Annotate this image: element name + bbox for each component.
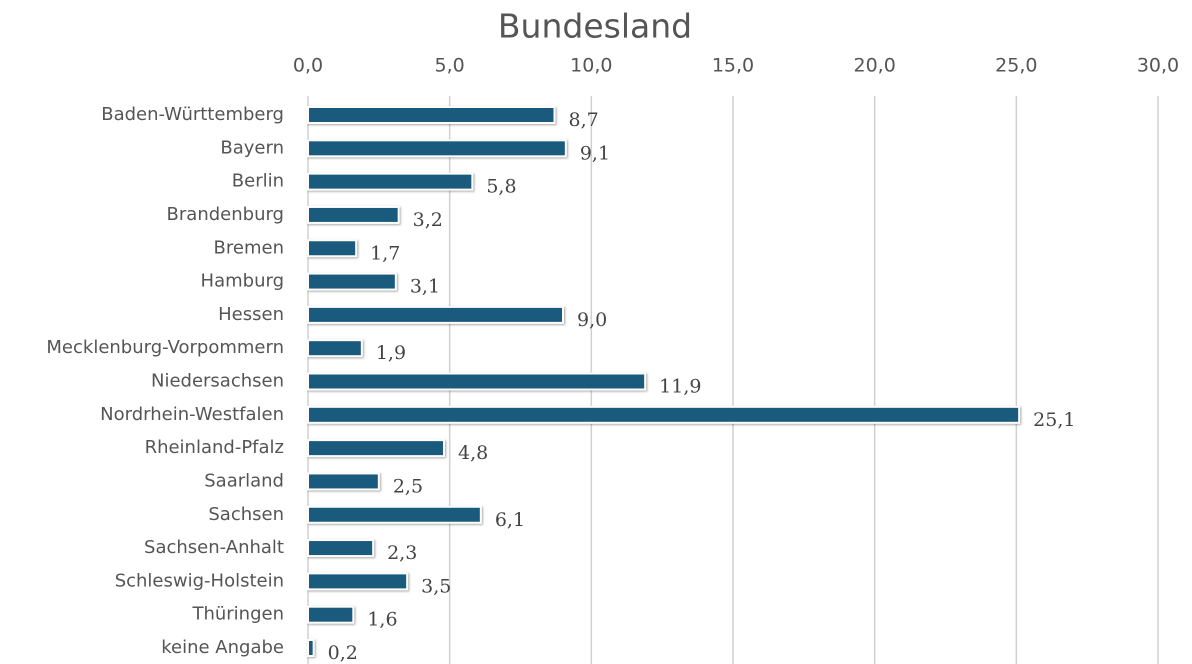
y-tick-label: Saarland	[204, 470, 284, 491]
y-tick-label: Berlin	[232, 171, 284, 192]
y-tick-label: Bayern	[220, 137, 284, 158]
bar	[307, 572, 409, 591]
bar	[307, 239, 358, 258]
bar	[307, 405, 1021, 424]
value-label: 3,1	[410, 276, 440, 298]
value-label: 11,9	[659, 376, 701, 398]
value-label: 9,1	[580, 142, 610, 164]
bar	[307, 272, 397, 291]
y-tick-label: Bremen	[214, 237, 284, 258]
bar	[307, 305, 564, 324]
x-tick-label: 10,0	[570, 55, 612, 77]
y-tick-label: Sachsen	[208, 504, 284, 525]
value-label: 1,7	[370, 242, 400, 264]
value-label: 1,6	[367, 609, 397, 631]
y-tick-label: Sachsen-Anhalt	[144, 537, 284, 558]
value-label: 4,8	[458, 442, 488, 464]
bar	[307, 505, 482, 524]
value-label: 6,1	[495, 509, 525, 531]
bar	[307, 372, 647, 391]
value-label: 9,0	[577, 309, 607, 331]
value-label: 2,3	[387, 542, 417, 564]
bar	[307, 172, 474, 191]
bar	[307, 339, 363, 358]
bar	[307, 205, 400, 224]
x-tick-label: 0,0	[293, 55, 323, 77]
value-label: 2,5	[393, 475, 423, 497]
bar	[307, 605, 355, 624]
x-tick-label: 15,0	[712, 55, 754, 77]
value-label: 0,2	[328, 642, 358, 664]
y-tick-label: Schleswig-Holstein	[115, 570, 284, 591]
y-tick-label: keine Angabe	[161, 637, 284, 658]
y-tick-label: Niedersachsen	[151, 371, 284, 392]
chart-title: Bundesland	[498, 7, 692, 46]
y-tick-label: Brandenburg	[167, 204, 284, 225]
x-tick-label: 25,0	[995, 55, 1037, 77]
x-tick-label: 30,0	[1137, 55, 1179, 77]
y-tick-label: Thüringen	[191, 604, 284, 625]
x-tick-label: 20,0	[854, 55, 896, 77]
value-label: 3,5	[421, 575, 451, 597]
y-tick-label: Rheinland-Pfalz	[145, 437, 284, 458]
bar	[307, 639, 315, 657]
value-label: 3,2	[413, 209, 443, 231]
value-label: 25,1	[1033, 409, 1075, 431]
y-tick-label: Hamburg	[201, 271, 284, 292]
y-tick-label: Mecklenburg-Vorpommern	[46, 337, 284, 358]
bar	[307, 539, 375, 558]
bar	[307, 106, 556, 124]
value-label: 8,7	[569, 109, 599, 131]
x-tick-label: 5,0	[435, 55, 465, 77]
y-tick-label: Nordrhein-Westfalen	[100, 404, 284, 425]
bar	[307, 439, 445, 458]
bar	[307, 472, 380, 491]
y-tick-label: Baden-Württemberg	[101, 104, 284, 125]
bar	[307, 139, 567, 158]
y-tick-label: Hessen	[218, 304, 284, 325]
value-label: 5,8	[486, 176, 516, 198]
value-label: 1,9	[376, 342, 406, 364]
